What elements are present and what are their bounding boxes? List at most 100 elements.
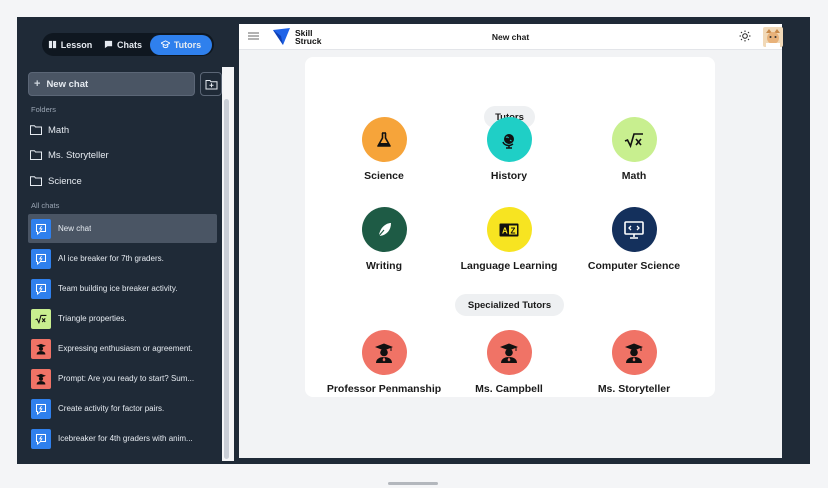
ai-chat-icon xyxy=(31,428,51,449)
ai-chat-icon xyxy=(31,278,51,299)
tutor-label: Professor Penmanship xyxy=(326,383,442,395)
svg-text:A: A xyxy=(502,226,508,235)
logo: Skill Struck xyxy=(272,27,321,46)
tutor-label: Ms. Storyteller xyxy=(597,383,671,395)
chat-list-item[interactable]: Team building ice breaker activity. xyxy=(28,274,217,303)
chat-bubble-icon xyxy=(104,40,113,49)
main-panel: Skill Struck New chat Tutors Science xyxy=(239,24,783,458)
folder-item-math[interactable]: Math xyxy=(30,120,69,140)
folder-label: Ms. Storyteller xyxy=(48,149,109,161)
graduate-icon xyxy=(500,343,518,363)
top-bar: Skill Struck New chat xyxy=(239,24,783,50)
folder-label: Science xyxy=(48,175,82,187)
code-monitor-icon xyxy=(624,220,644,239)
mode-tabs: Lesson Chats Tutors xyxy=(42,33,214,56)
book-icon xyxy=(48,40,56,49)
folder-icon xyxy=(30,150,42,160)
folder-icon xyxy=(30,125,42,135)
chat-list-item[interactable]: Prompt: Are you ready to start? Sum... xyxy=(28,364,217,393)
flask-icon xyxy=(377,131,391,147)
avatar[interactable] xyxy=(763,27,783,47)
tutor-label: Language Learning xyxy=(460,260,558,272)
chat-list-item[interactable]: Create activity for factor pairs. xyxy=(28,394,217,423)
tutor-ms-storyteller[interactable]: Ms. Storyteller xyxy=(569,330,699,395)
chat-label: AI ice breaker for 7th graders. xyxy=(58,254,164,263)
chat-label: Expressing enthusiasm or agreement. xyxy=(58,344,193,353)
tutor-professor-penmanship[interactable]: Professor Penmanship xyxy=(319,330,449,395)
tutor-icon-circle xyxy=(611,117,657,162)
page-title: New chat xyxy=(491,32,530,42)
folder-label: Math xyxy=(48,124,70,136)
tutor-history[interactable]: History xyxy=(444,117,574,182)
menu-icon[interactable] xyxy=(248,31,259,41)
folder-icon xyxy=(30,176,42,186)
graduate-icon xyxy=(625,343,643,363)
folder-item-ms-storyteller[interactable]: Ms. Storyteller xyxy=(30,145,109,165)
tutor-icon-circle xyxy=(361,117,407,162)
tutor-icon-circle xyxy=(611,207,657,252)
graduation-icon xyxy=(160,40,170,49)
scrollbar-thumb[interactable] xyxy=(224,99,229,459)
sidebar: Lesson Chats Tutors + New chat Folders M… xyxy=(17,17,234,464)
tutor-label: Ms. Campbell xyxy=(475,383,543,395)
plus-icon: + xyxy=(34,78,41,90)
ai-chat-icon xyxy=(31,218,51,239)
tutor-icon-circle xyxy=(486,117,532,162)
all-chats-heading: All chats xyxy=(31,201,60,210)
folder-plus-icon xyxy=(205,79,217,89)
square-root-icon xyxy=(624,132,643,148)
globe-icon xyxy=(502,133,514,149)
ai-chat-icon xyxy=(31,398,51,419)
tutor-computer-science[interactable]: Computer Science xyxy=(569,207,699,272)
tutor-icon-circle xyxy=(361,207,407,252)
home-indicator xyxy=(388,482,438,485)
sidebar-scrollbar[interactable] xyxy=(222,67,234,461)
specialized-tutors-heading: Specialized Tutors xyxy=(455,294,564,316)
new-folder-button[interactable] xyxy=(200,72,222,96)
ai-chat-icon xyxy=(31,248,51,269)
tutor-science[interactable]: Science xyxy=(319,117,449,182)
chat-list-item[interactable]: AI ice breaker for 7th graders. xyxy=(28,244,217,273)
quill-icon xyxy=(377,222,391,237)
tutor-writing[interactable]: Writing xyxy=(319,207,449,272)
tutor-card: Tutors Science History Math xyxy=(305,57,715,397)
sun-icon[interactable] xyxy=(739,30,751,42)
chat-label: Prompt: Are you ready to start? Sum... xyxy=(58,374,195,383)
square-root-icon xyxy=(31,308,51,329)
graduate-icon xyxy=(31,368,51,389)
chat-label: Team building ice breaker activity. xyxy=(58,284,178,293)
tutor-label: Math xyxy=(621,170,647,182)
folder-item-science[interactable]: Science xyxy=(30,171,82,191)
new-chat-label: New chat xyxy=(46,78,89,90)
logo-text-line1: Skill xyxy=(295,27,313,38)
tab-label: Tutors xyxy=(173,39,202,50)
chat-label: New chat xyxy=(58,224,92,233)
tutor-icon-circle xyxy=(611,330,657,375)
folders-heading: Folders xyxy=(31,105,57,114)
svg-text:Z: Z xyxy=(511,226,516,235)
chat-list-item[interactable]: New chat xyxy=(28,214,217,243)
graduate-icon xyxy=(31,338,51,359)
tutor-ms-campbell[interactable]: Ms. Campbell xyxy=(444,330,574,395)
chat-list-item[interactable]: Icebreaker for 4th graders with anim... xyxy=(28,424,217,453)
tutor-label: Science xyxy=(364,170,404,182)
chat-list-item[interactable]: Expressing enthusiasm or agreement. xyxy=(28,334,217,363)
tutor-label: Computer Science xyxy=(587,260,681,272)
tab-label: Chats xyxy=(116,39,142,50)
tab-lesson[interactable]: Lesson xyxy=(44,35,96,55)
logo-mark-icon xyxy=(273,28,290,45)
tab-label: Lesson xyxy=(60,39,93,50)
chat-label: Triangle properties. xyxy=(58,314,127,323)
app-window: Lesson Chats Tutors + New chat Folders M… xyxy=(17,17,810,464)
tutor-label: History xyxy=(490,170,528,182)
tab-tutors[interactable]: Tutors xyxy=(150,34,212,55)
tab-chats[interactable]: Chats xyxy=(96,35,150,55)
chat-list-item[interactable]: Triangle properties. xyxy=(28,304,217,333)
new-chat-button[interactable]: + New chat xyxy=(28,72,195,96)
tutor-icon-circle xyxy=(486,330,532,375)
tutor-math[interactable]: Math xyxy=(569,117,699,182)
chat-label: Create activity for factor pairs. xyxy=(58,404,165,413)
